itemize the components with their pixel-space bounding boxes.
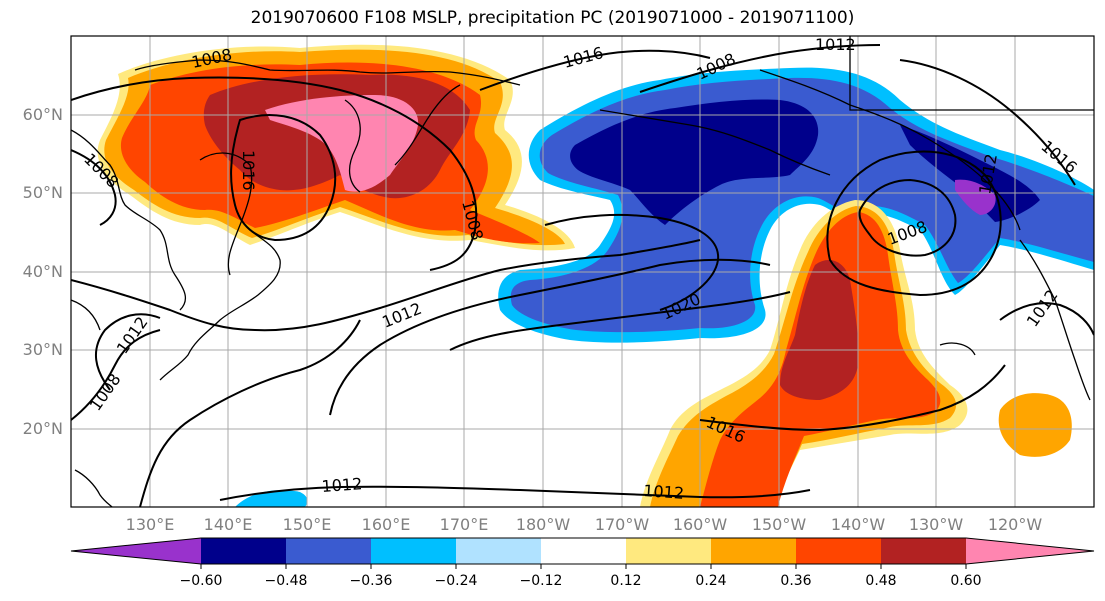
colorbar-segment (541, 538, 626, 564)
colorbar-tick-label: 0.60 (950, 573, 982, 589)
colorbar-tick-label: −0.24 (434, 573, 478, 589)
lon-label: 130°W (908, 515, 964, 534)
colorbar-tick-label: −0.48 (264, 573, 308, 589)
colorbar-extend-high (966, 538, 1094, 564)
colorbar-segment (626, 538, 711, 564)
lon-label: 130°E (125, 515, 175, 534)
colorbar-extend-low (71, 538, 201, 564)
colorbar-segment (711, 538, 796, 564)
colorbar-tick-label: 0.36 (780, 573, 812, 589)
lat-label-20n: 20°N (22, 419, 63, 438)
colorbar-segment (456, 538, 541, 564)
colorbar (70, 537, 1095, 569)
map-title: 2019070600 F108 MSLP, precipitation PC (… (250, 8, 855, 28)
lon-label: 160°E (361, 515, 411, 534)
lat-label-50n: 50°N (22, 183, 63, 202)
coastlines (71, 36, 1094, 507)
lon-label: 150°W (751, 515, 807, 534)
colorbar-segment (286, 538, 371, 564)
colorbar-segment (881, 538, 966, 564)
colorbar-segment (371, 538, 456, 564)
lon-label: 160°W (672, 515, 728, 534)
map-area (71, 36, 1094, 507)
lon-label: 170°W (594, 515, 650, 534)
lon-label: 140°W (830, 515, 886, 534)
graticule (71, 36, 1094, 507)
lat-label-60n: 60°N (22, 105, 63, 124)
colorbar-tick-label: −0.36 (349, 573, 393, 589)
lon-label: 120°W (987, 515, 1043, 534)
lon-label: 140°E (203, 515, 253, 534)
colorbar-segment (201, 538, 286, 564)
precip-negative-pacific (498, 67, 1094, 343)
lon-label: 170°E (439, 515, 489, 534)
precip-positive-pacific (640, 200, 1072, 507)
lon-label: 180°W (515, 515, 571, 534)
isobar-label: 1012 (815, 35, 856, 54)
colorbar-tick-label: −0.60 (179, 573, 223, 589)
isobar-label: 1016 (239, 150, 258, 191)
lon-label: 150°E (282, 515, 332, 534)
map-frame (70, 35, 1095, 508)
colorbar-segment (796, 538, 881, 564)
precip-negative-small (235, 490, 308, 507)
isobar-label: 1012 (643, 481, 685, 503)
lat-label-40n: 40°N (22, 262, 63, 281)
colorbar-tick-label: 0.12 (610, 573, 642, 589)
colorbar-tick-label: 0.24 (695, 573, 727, 589)
colorbar-tick-label: −0.12 (519, 573, 563, 589)
lat-label-30n: 30°N (22, 340, 63, 359)
isobars (71, 44, 1094, 507)
isobar-label: 1012 (321, 474, 363, 496)
colorbar-tick-label: 0.48 (865, 573, 897, 589)
